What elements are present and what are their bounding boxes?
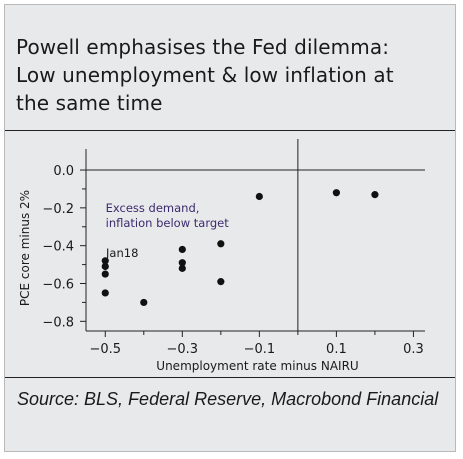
- excess-demand-annotation: inflation below target: [106, 216, 230, 230]
- data-point: [178, 259, 186, 267]
- y-tick-label: −0.6: [42, 278, 74, 293]
- bottom-divider: [5, 377, 455, 378]
- data-point: [217, 240, 225, 248]
- chart-title-line-2: Low unemployment & low inflation at: [16, 63, 394, 87]
- x-tick-label: 0.3: [403, 342, 424, 357]
- x-tick-label: −0.5: [89, 342, 121, 357]
- chart-title-line-1: Powell emphasises the Fed dilemma:: [16, 35, 390, 59]
- chart-title-line-3: the same time: [16, 91, 163, 115]
- axes-group: 0.0 −0.2 −0.4 −0.6 −0.8 −0.5 −0.3 −0.1 0.1 0.3: [42, 139, 425, 357]
- y-tick-label: −0.4: [42, 240, 74, 255]
- data-point: [255, 192, 263, 201]
- y-tick-label: −0.8: [42, 315, 74, 330]
- data-point: [101, 270, 109, 278]
- x-tick-label: 0.1: [326, 342, 347, 357]
- labels-group: Unemployment rate minus NAIRU PCE core mi…: [18, 190, 359, 373]
- source-note: Source: BLS, Federal Reserve, Macrobond …: [17, 389, 439, 409]
- data-point: [332, 189, 340, 197]
- data-point: [140, 298, 148, 307]
- top-divider: [5, 130, 455, 131]
- excess-demand-annotation: Excess demand,: [106, 201, 200, 215]
- x-axis-title: Unemployment rate minus NAIRU: [156, 359, 358, 373]
- data-point: [101, 262, 109, 271]
- jan18-annotation: Jan18: [105, 246, 138, 260]
- scatter-chart: 0.0 −0.2 −0.4 −0.6 −0.8 −0.5 −0.3 −0.1 0.1 0.3 Un…: [18, 139, 425, 373]
- y-tick-label: 0.0: [53, 164, 74, 179]
- y-axis-title: PCE core minus 2%: [18, 190, 32, 306]
- data-point: [371, 191, 379, 199]
- data-point: [178, 264, 186, 272]
- chart-card: Powell emphasises the Fed dilemma: Low u…: [4, 4, 456, 452]
- data-point: [178, 245, 186, 254]
- data-point: [101, 289, 109, 297]
- x-tick-label: −0.1: [244, 342, 276, 357]
- points-group: [101, 189, 379, 307]
- x-tick-label: −0.3: [167, 342, 199, 357]
- data-point: [101, 257, 109, 265]
- chart-title: Powell emphasises the Fed dilemma: Low u…: [16, 33, 448, 117]
- y-tick-label: −0.2: [42, 202, 74, 217]
- data-point: [217, 278, 225, 286]
